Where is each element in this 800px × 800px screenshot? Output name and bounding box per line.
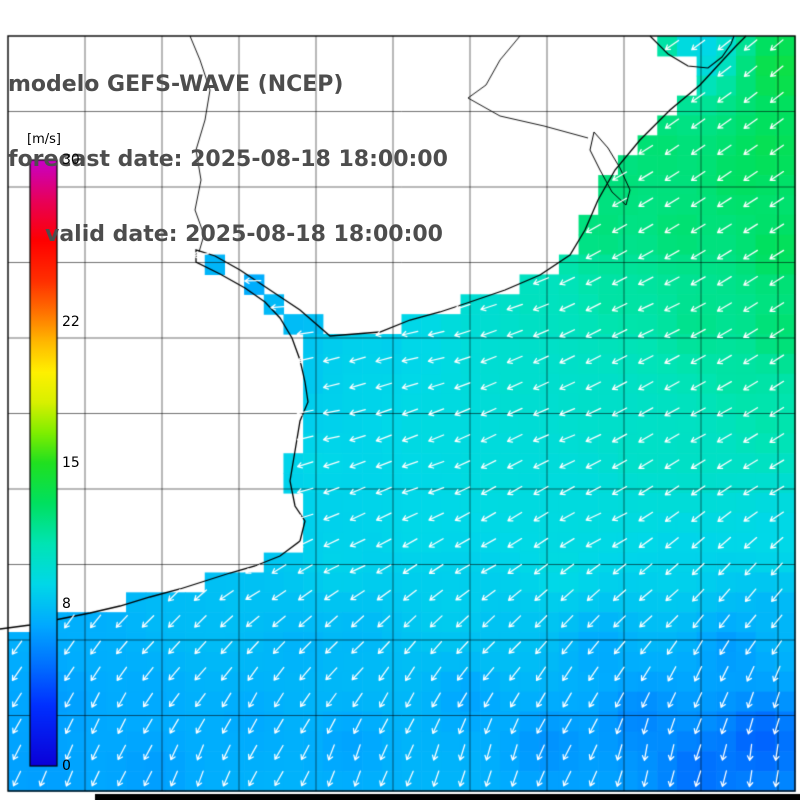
model-title: modelo GEFS-WAVE (NCEP)	[8, 72, 344, 97]
valid-date-line: valid date: 2025-08-18 18:00:00	[45, 222, 443, 247]
figure-header: modelo GEFS-WAVE (NCEP) forecast date: 2…	[8, 22, 448, 297]
forecast-date-line: forecast date: 2025-08-18 18:00:00	[8, 147, 448, 172]
colorbar-unit-label: [m/s]	[27, 132, 61, 147]
